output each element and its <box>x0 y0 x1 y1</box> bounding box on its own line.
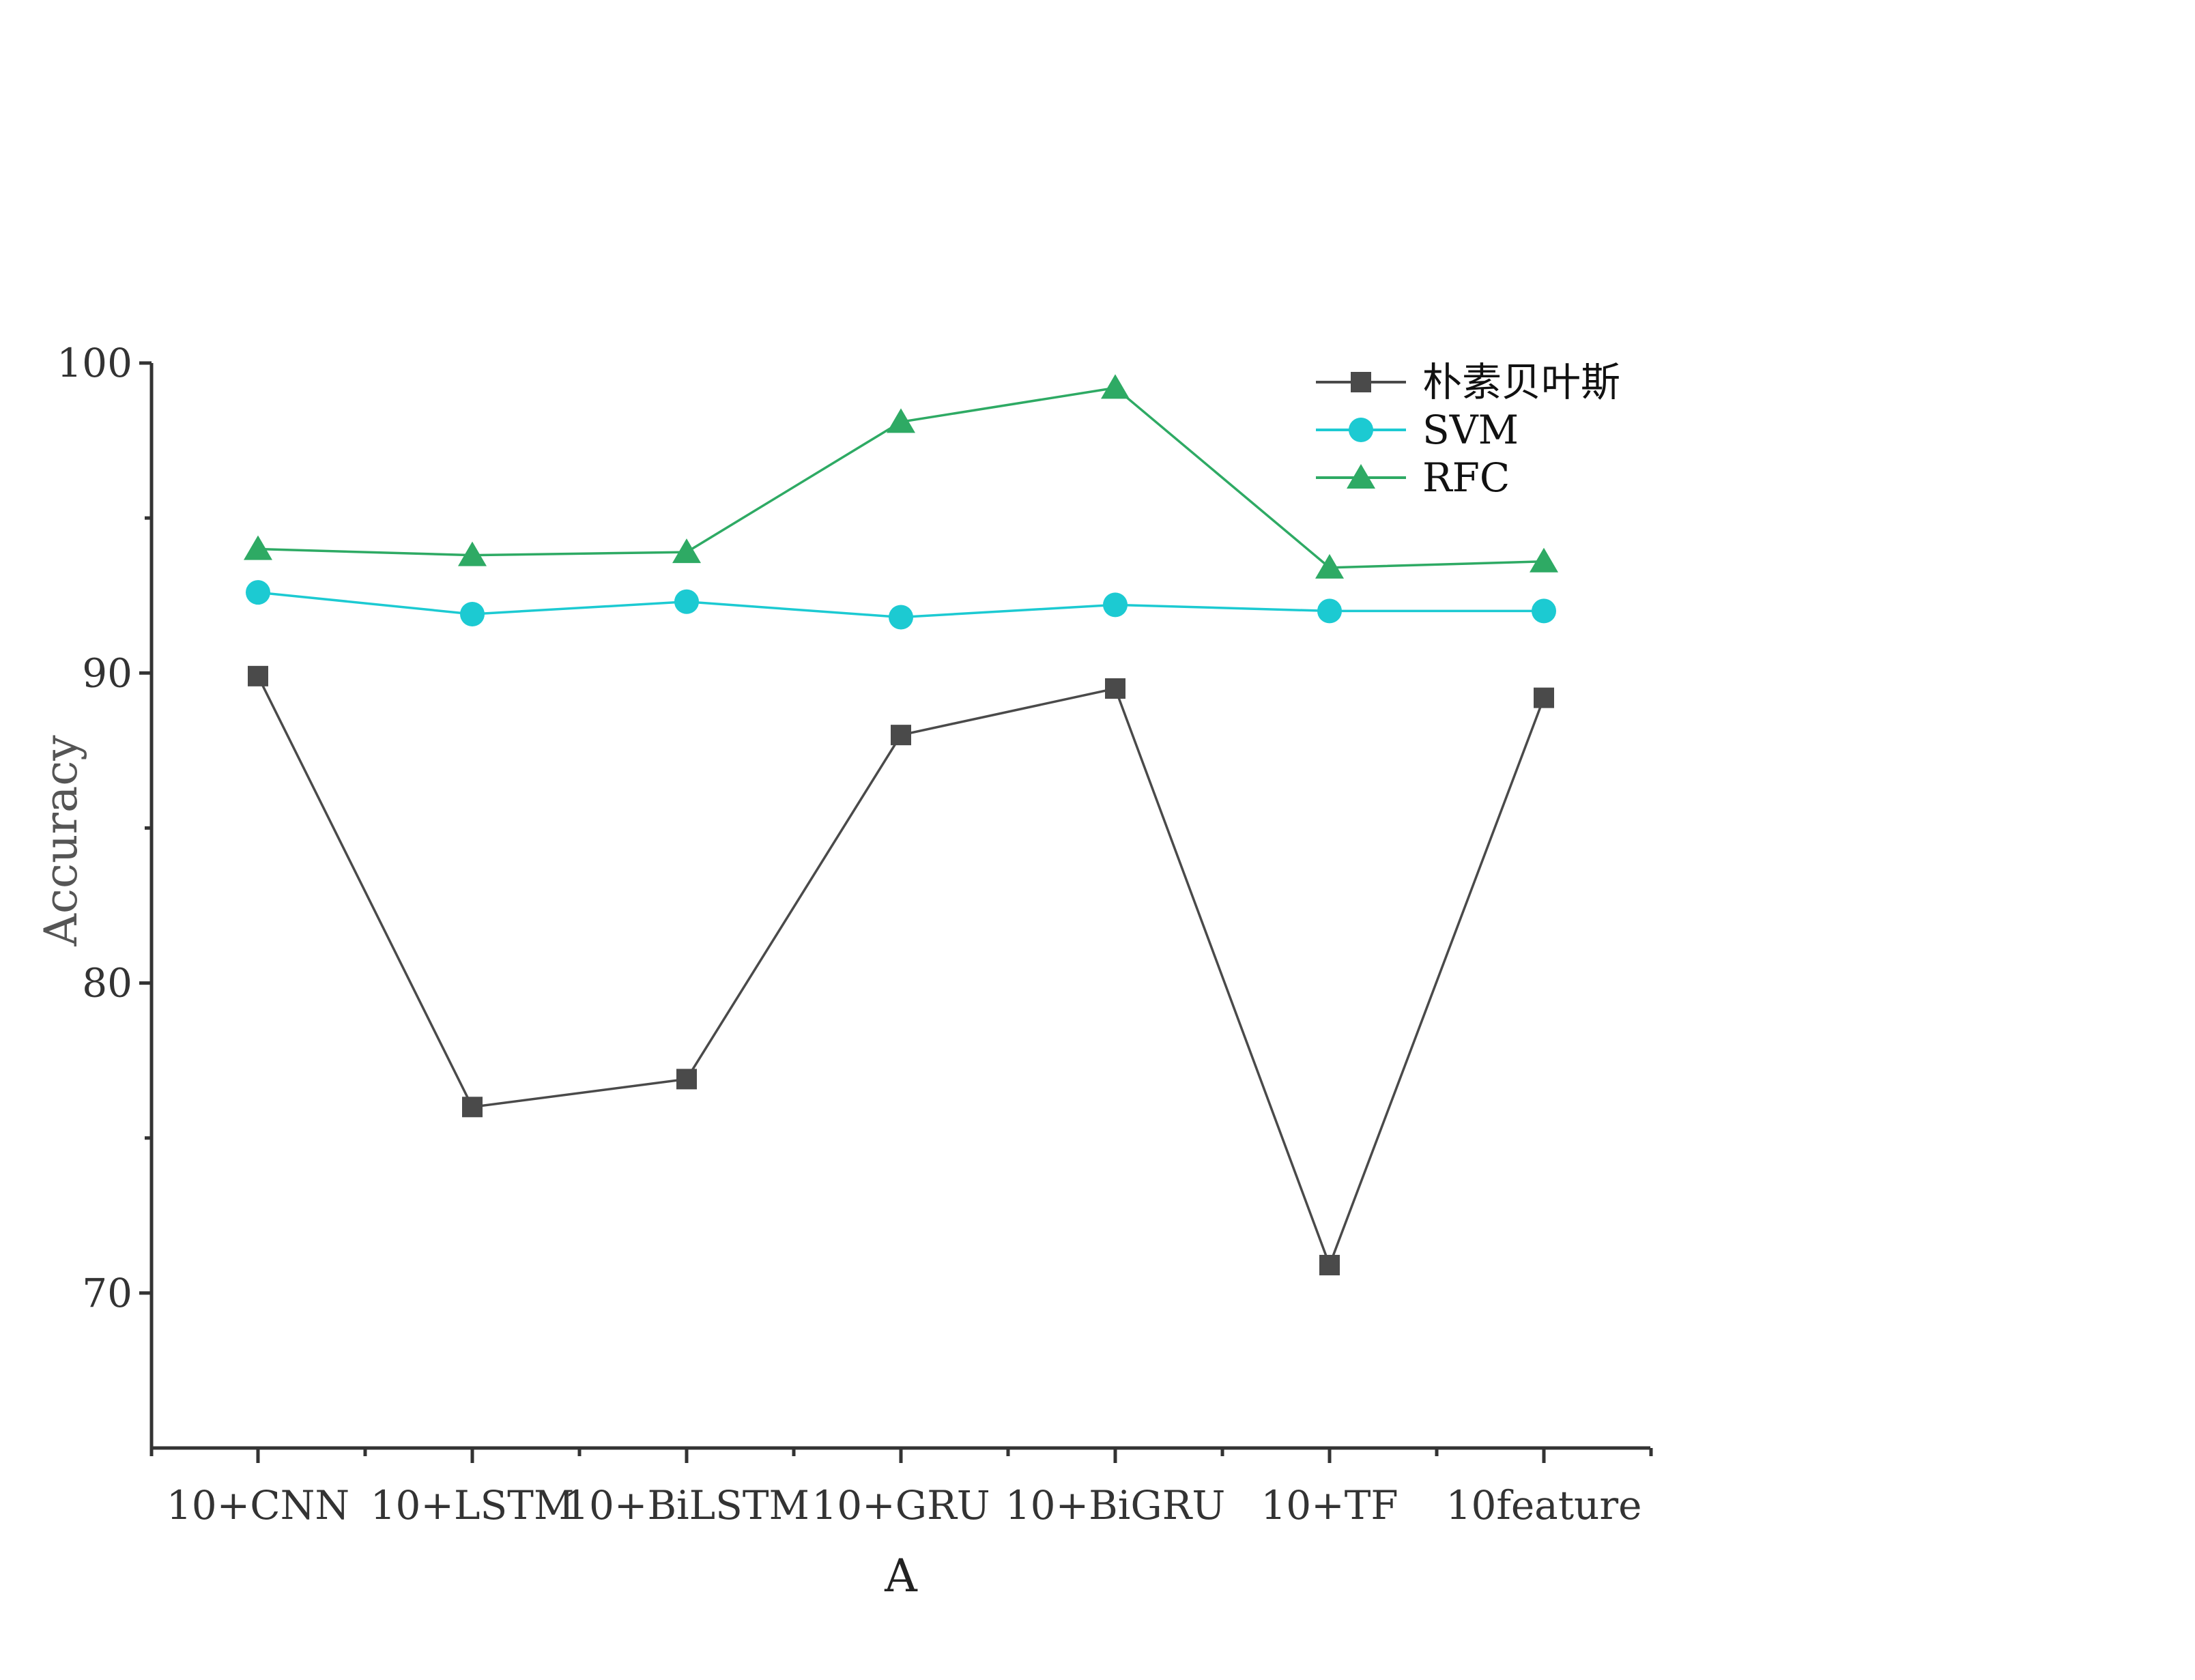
y-tick-label: 70 <box>82 1270 132 1316</box>
data-point-triangle <box>1530 547 1558 573</box>
series-group <box>248 665 1554 1275</box>
data-point-square <box>1351 372 1371 392</box>
x-tick-label: 10+CNN <box>167 1482 349 1529</box>
data-point-square <box>676 1069 697 1090</box>
series-layer <box>244 374 1558 1275</box>
legend-label: SVM <box>1422 407 1519 453</box>
data-point-circle <box>1317 598 1342 624</box>
data-point-square <box>248 665 268 686</box>
series-group <box>246 580 1556 630</box>
data-point-circle <box>889 605 913 630</box>
x-tick-label: 10+TF <box>1261 1482 1398 1529</box>
y-axis-title: Accuracy <box>35 735 87 947</box>
y-ticks: 70 80 90 100 <box>57 340 152 1316</box>
axes <box>149 363 1650 1450</box>
y-tick-label: 80 <box>82 960 132 1006</box>
series-line <box>257 676 1545 1269</box>
x-tick-label: 10feature <box>1446 1482 1642 1529</box>
data-point-square <box>1534 687 1554 708</box>
data-point-triangle <box>672 538 701 564</box>
x-tick-label: 10+LSTM <box>371 1482 575 1529</box>
x-tick-label: 10+BiLSTM <box>564 1482 809 1529</box>
x-tick-label: 10+GRU <box>812 1482 990 1529</box>
data-point-circle <box>1103 592 1128 618</box>
legend-label: RFC <box>1422 454 1510 501</box>
data-point-triangle <box>244 535 272 560</box>
data-point-square <box>1105 678 1125 699</box>
data-point-circle <box>1532 598 1556 624</box>
x-axis-title: A <box>884 1550 918 1602</box>
data-point-triangle <box>1347 464 1375 489</box>
data-point-square <box>1319 1254 1340 1275</box>
legend-item: RFC <box>1316 454 1510 501</box>
data-point-triangle <box>1315 553 1344 579</box>
data-point-triangle <box>887 408 915 433</box>
series-group <box>244 374 1558 579</box>
data-point-circle <box>246 580 270 605</box>
legend-item: SVM <box>1316 407 1519 453</box>
data-point-circle <box>460 601 485 626</box>
data-point-triangle <box>458 541 487 566</box>
y-tick-label: 90 <box>82 650 132 696</box>
data-point-circle <box>674 589 699 614</box>
legend-label: 朴素贝叶斯 <box>1422 359 1620 405</box>
legend-item: 朴素贝叶斯 <box>1316 359 1620 405</box>
data-point-square <box>462 1097 483 1118</box>
x-tick-label: 10+BiGRU <box>1005 1482 1225 1529</box>
data-point-square <box>891 725 911 746</box>
data-point-circle <box>1349 418 1373 442</box>
y-tick-label: 100 <box>57 340 132 386</box>
data-point-triangle <box>1101 374 1130 399</box>
